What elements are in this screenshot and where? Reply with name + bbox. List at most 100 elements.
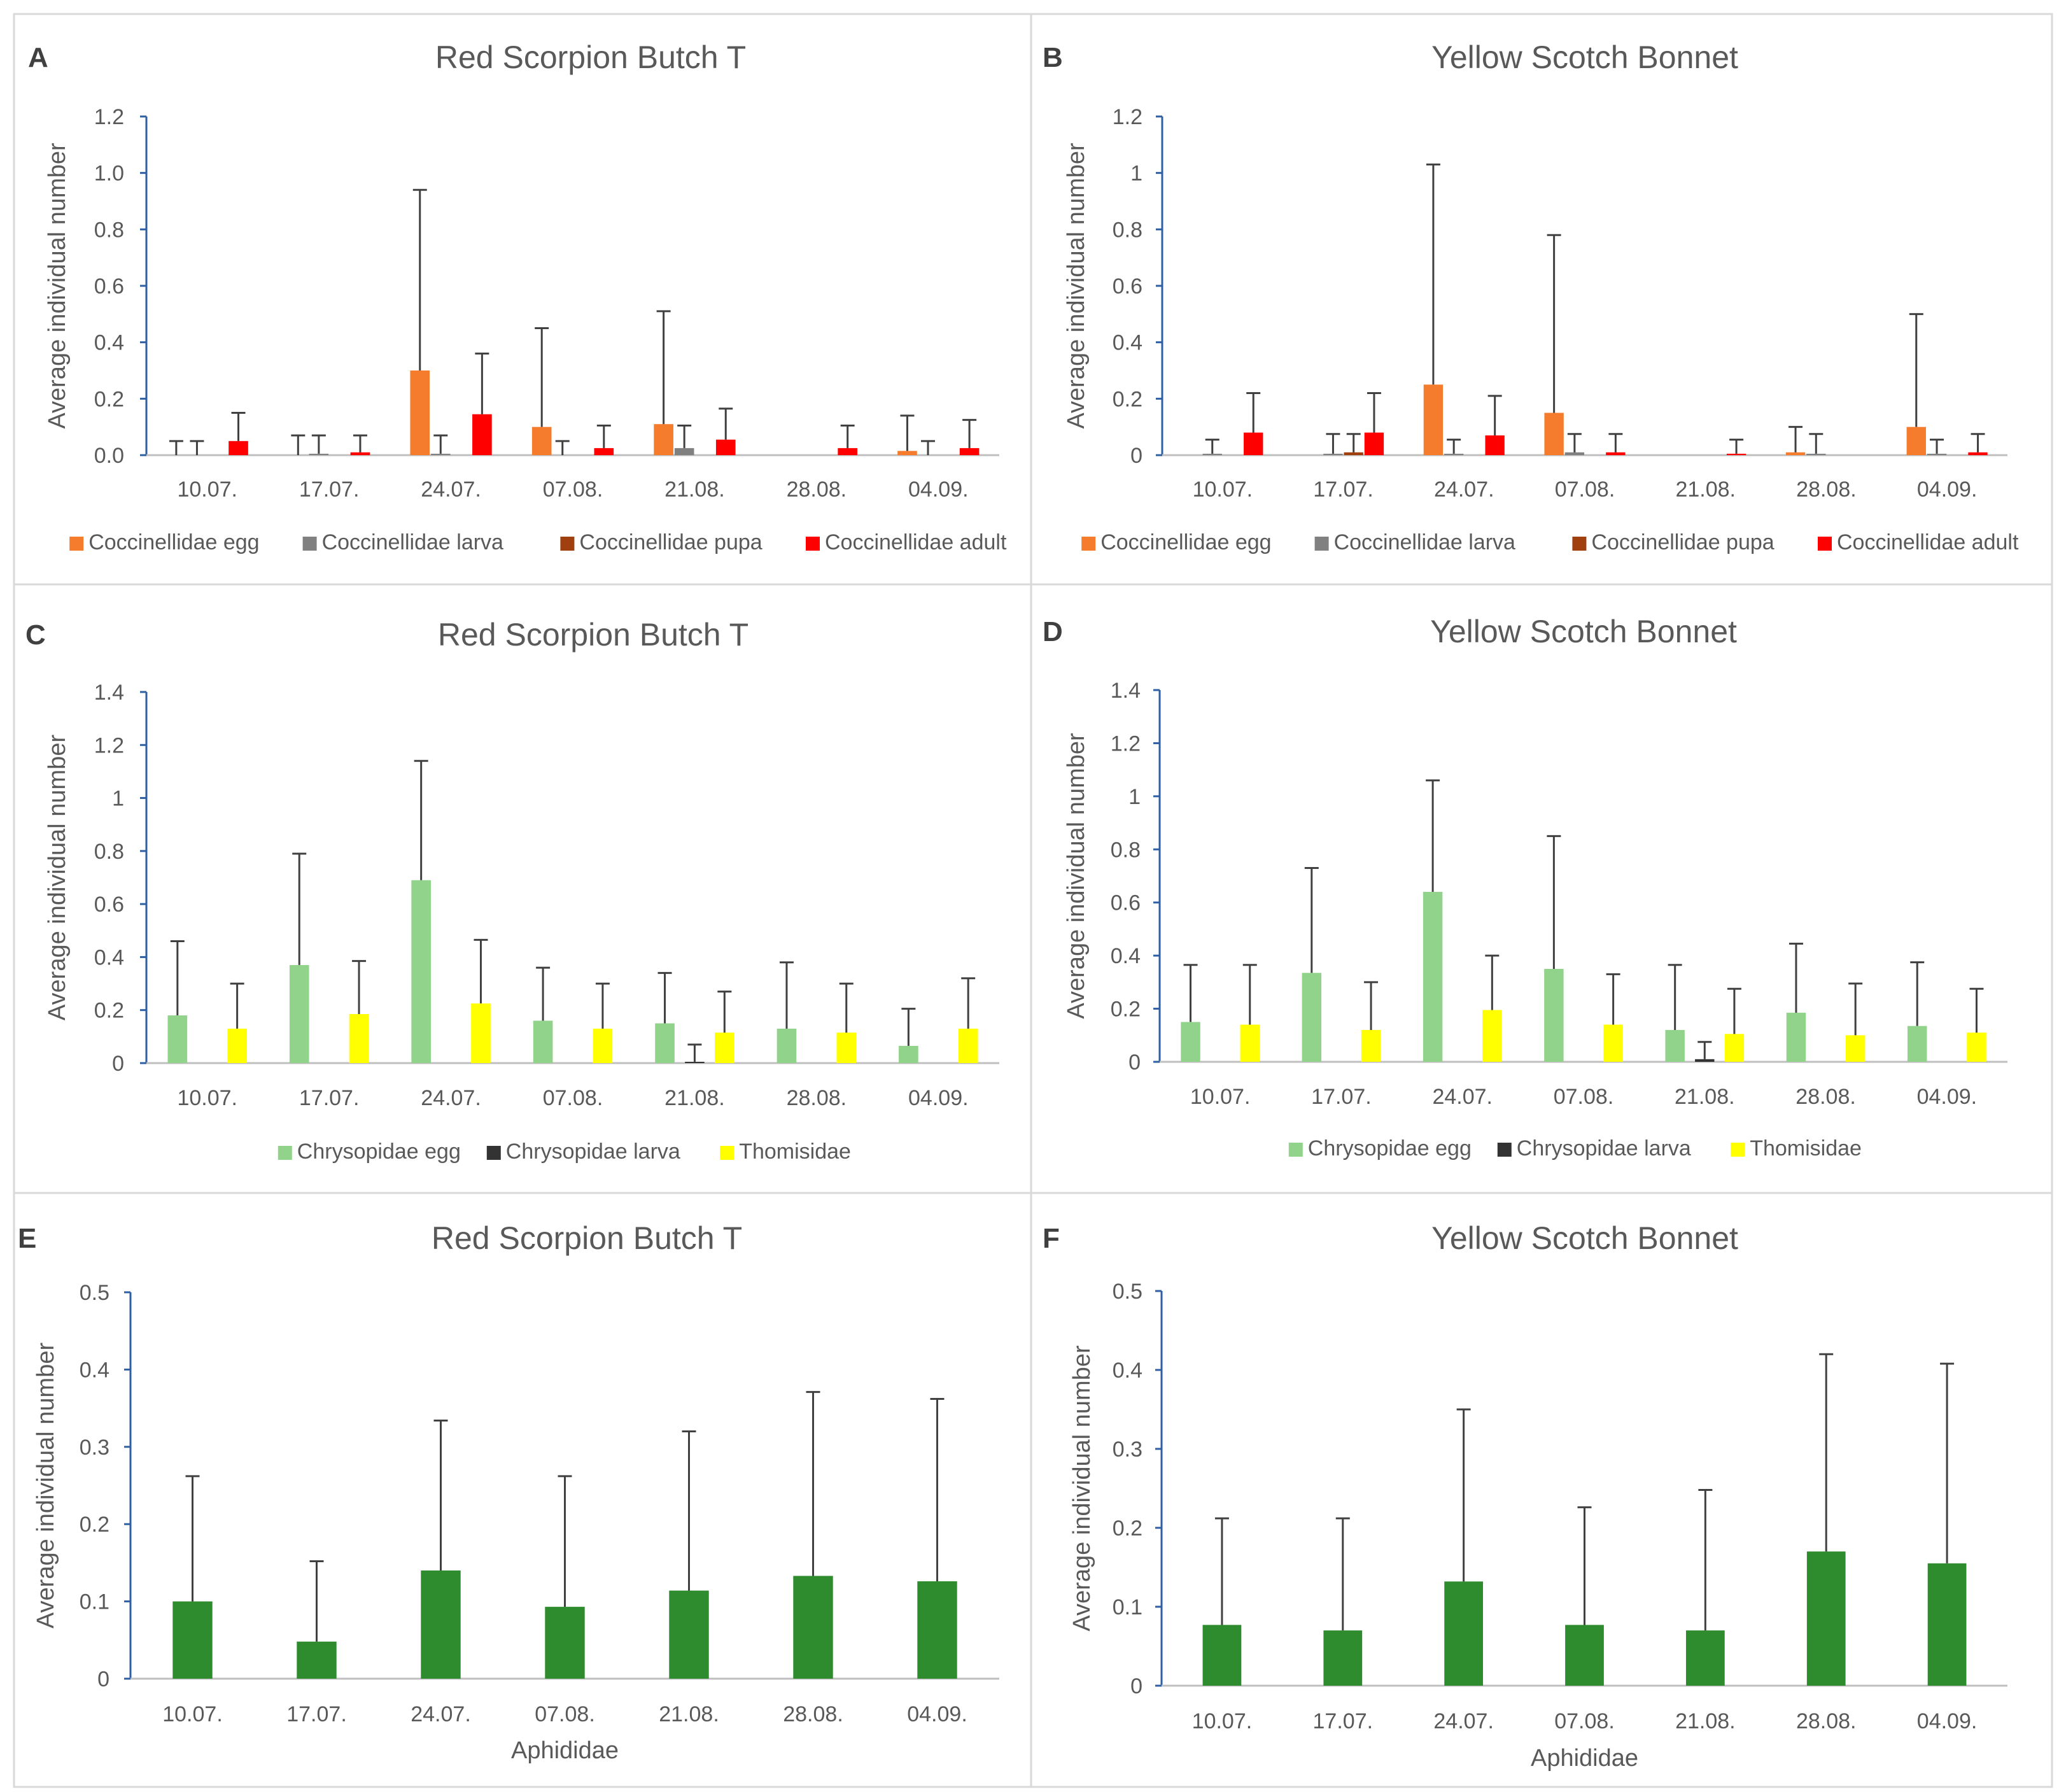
bar	[1603, 1024, 1623, 1062]
chart-title: Red Scorpion Butch T	[432, 1220, 742, 1256]
bar	[1544, 413, 1564, 455]
bar	[593, 1028, 613, 1063]
panel-letter: C	[25, 619, 46, 651]
legend-swatch	[806, 537, 820, 551]
bar	[1606, 452, 1626, 455]
panel-letter: D	[1043, 616, 1063, 647]
bar	[1344, 452, 1363, 455]
y-axis-label: Average individual number	[1063, 143, 1090, 429]
bar	[1685, 1630, 1725, 1686]
bar	[1202, 1625, 1242, 1686]
bar	[1908, 1026, 1927, 1062]
legend-swatch	[720, 1146, 734, 1160]
bar	[1482, 1010, 1502, 1062]
x-tick-label: 07.08.	[535, 1702, 595, 1726]
x-tick-label: 10.07.	[162, 1702, 223, 1726]
bar	[172, 1601, 213, 1679]
y-tick-label: 0.4	[1113, 1358, 1142, 1383]
bar	[1181, 1022, 1200, 1062]
panel-a: A Red Scorpion Butch T 0.0 0.2 0.4 0.6 0.8 1.0 1…	[13, 13, 1032, 586]
y-tick-label: 1.4	[1111, 679, 1141, 703]
y-tick-label: 0.8	[1113, 218, 1142, 242]
bar	[1240, 1024, 1260, 1062]
bar	[1323, 1630, 1363, 1686]
bar	[1785, 452, 1806, 455]
x-tick-label: 24.07.	[1432, 1085, 1493, 1109]
bar	[1665, 1029, 1685, 1062]
bar	[545, 1607, 585, 1679]
bar	[297, 1641, 337, 1679]
legend-swatch	[1497, 1143, 1512, 1157]
x-tick-label: 24.07.	[421, 1086, 481, 1110]
bar	[1364, 432, 1384, 455]
bar	[350, 452, 370, 455]
bar	[654, 424, 673, 455]
x-tick-label: 10.07.	[177, 1086, 237, 1110]
bar	[1565, 1625, 1604, 1686]
bar	[1361, 1029, 1381, 1062]
y-tick-label: 0.2	[1113, 387, 1142, 411]
y-tick-label: 0.8	[94, 840, 124, 864]
legend-swatch	[560, 537, 575, 551]
y-tick-label: 0.6	[94, 892, 124, 917]
bar	[1444, 1581, 1484, 1686]
y-tick-label: 0	[1130, 1674, 1142, 1698]
bar	[1423, 385, 1444, 455]
bar	[1695, 1059, 1715, 1062]
y-axis-label: Average individual number	[44, 143, 71, 429]
bar	[793, 1576, 833, 1679]
legend-swatch	[1818, 537, 1832, 551]
bar	[836, 1033, 857, 1063]
legend-swatch	[69, 537, 84, 551]
x-tick-label: 10.07.	[1193, 477, 1253, 502]
y-tick-label: 0.2	[94, 387, 124, 411]
x-tick-label: 04.09.	[1917, 477, 1978, 502]
bar	[1564, 452, 1585, 455]
y-tick-label: 1.2	[94, 105, 124, 129]
bar	[1423, 892, 1443, 1062]
y-axis-label: Average individual number	[44, 735, 71, 1021]
bar	[421, 1570, 461, 1679]
x-tick-label: 21.08.	[1675, 1709, 1736, 1733]
y-tick-label: 0.4	[94, 331, 124, 355]
x-tick-label: 21.08.	[664, 477, 725, 502]
bar	[1927, 453, 1947, 455]
x-tick-label: 24.07.	[421, 477, 481, 502]
legend-label: Coccinellidae adult	[1837, 530, 2019, 554]
bar	[1786, 1012, 1806, 1062]
bar	[471, 1003, 491, 1063]
legend-swatch	[1081, 537, 1096, 551]
x-tick-label: 28.08.	[787, 477, 847, 502]
x-tick-label: 10.07.	[1192, 1709, 1253, 1733]
legend-label: Thomisidae	[1750, 1136, 1862, 1161]
bar	[349, 1013, 369, 1063]
y-tick-label: 0	[97, 1667, 109, 1691]
x-tick-label: 24.07.	[411, 1702, 471, 1726]
x-tick-label: 17.07.	[299, 477, 360, 502]
chart-title: Yellow Scotch Bonnet	[1431, 1220, 1738, 1256]
legend-swatch	[302, 537, 317, 551]
bar	[1906, 427, 1926, 455]
x-tick-label: 17.07.	[299, 1086, 360, 1110]
x-tick-label: 17.07.	[1313, 1709, 1374, 1733]
x-tick-label: 04.09.	[1917, 1709, 1978, 1733]
x-tick-label: 07.08.	[543, 477, 603, 502]
x-tick-label: 07.08.	[1554, 1709, 1615, 1733]
y-tick-label: 0	[112, 1052, 124, 1076]
bar	[958, 1028, 978, 1063]
chart-title: Red Scorpion Butch T	[438, 617, 748, 653]
bar	[594, 448, 614, 455]
legend-swatch	[1288, 1143, 1303, 1157]
bar	[411, 880, 431, 1063]
legend-swatch	[1731, 1143, 1745, 1157]
x-tick-label: 28.08.	[783, 1702, 843, 1726]
x-tick-label: 21.08.	[1675, 1085, 1735, 1109]
bar	[1806, 1551, 1846, 1686]
panel-d: D Yellow Scotch Bonnet 0 0.2 0.4 0.6 0.8 1 1.2 1.…	[1030, 583, 2053, 1194]
legend-label: Chrysopidae larva	[506, 1139, 680, 1164]
y-tick-label: 0.4	[1111, 944, 1141, 968]
bar	[228, 441, 248, 455]
x-axis-label: Aphididae	[1531, 1745, 1638, 1772]
bar	[1927, 1563, 1967, 1686]
bar	[227, 1028, 247, 1063]
